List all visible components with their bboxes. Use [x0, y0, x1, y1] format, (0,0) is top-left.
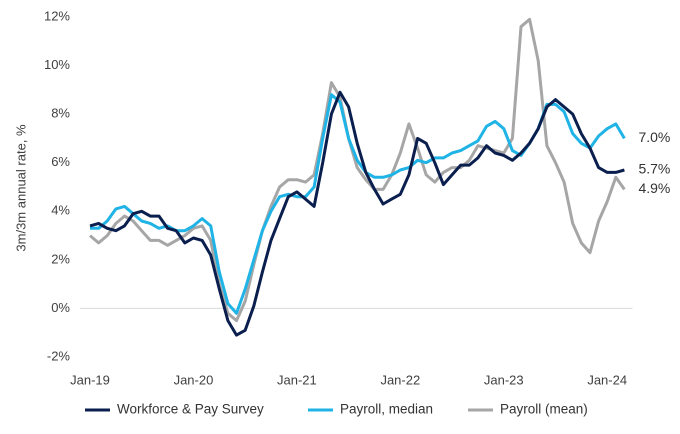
legend-label: Payroll (mean): [500, 402, 588, 417]
y-tick-label: 2%: [51, 251, 70, 266]
legend-label: Workforce & Pay Survey: [117, 402, 264, 417]
y-axis-label: 3m/3m annual rate, %: [13, 124, 28, 252]
legend-label: Payroll, median: [340, 402, 433, 417]
series-line: [89, 17, 626, 323]
y-tick-label: 6%: [51, 154, 70, 169]
series-line: [89, 90, 625, 337]
x-tick-label: Jan-21: [277, 372, 317, 387]
end-label: 7.0%: [638, 129, 670, 145]
y-tick-label: -2%: [47, 348, 71, 363]
y-tick-label: 0%: [51, 300, 70, 315]
y-tick-label: 12%: [44, 8, 70, 23]
x-tick-label: Jan-20: [174, 372, 214, 387]
x-tick-label: Jan-24: [587, 372, 627, 387]
end-label: 4.9%: [638, 180, 670, 196]
end-label: 5.7%: [638, 161, 670, 177]
y-tick-label: 4%: [51, 203, 70, 218]
y-tick-label: 8%: [51, 106, 70, 121]
x-tick-label: Jan-23: [484, 372, 524, 387]
x-tick-label: Jan-22: [380, 372, 420, 387]
x-tick-label: Jan-19: [70, 372, 110, 387]
y-tick-label: 10%: [44, 57, 70, 72]
